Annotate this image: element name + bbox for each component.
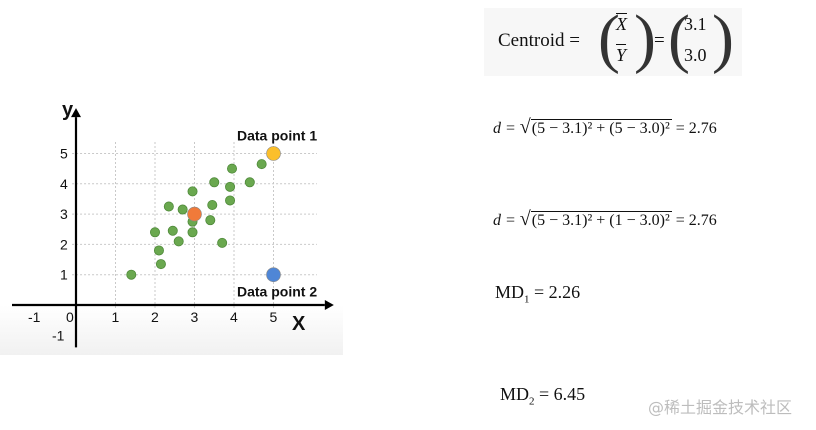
centroid-marker bbox=[187, 206, 202, 222]
y-axis-title: y bbox=[62, 99, 74, 121]
x-axis-title: X bbox=[292, 313, 306, 335]
x-tick-label: 0 bbox=[66, 309, 74, 325]
data-point-2-label: Data point 2 bbox=[237, 284, 317, 300]
d1-lhs: d = bbox=[493, 120, 516, 137]
plot-floor-shade bbox=[0, 305, 343, 355]
x-axis-arrow bbox=[324, 300, 334, 310]
y-tick-label: -1 bbox=[52, 327, 65, 343]
data-points bbox=[126, 159, 267, 280]
data-point bbox=[167, 225, 178, 236]
y-tick-label: 1 bbox=[60, 267, 68, 283]
data-point bbox=[244, 177, 255, 188]
x-tick-label: 3 bbox=[191, 309, 199, 325]
d1-radicand: (5 − 3.1)² + (5 − 3.0)² bbox=[530, 119, 672, 137]
highlighted-points: Data point 1 Data point 2 bbox=[187, 128, 317, 300]
data-point bbox=[177, 204, 188, 215]
axis-titles: Xy bbox=[62, 99, 306, 335]
md2-subscript: 2 bbox=[529, 395, 535, 408]
data-point bbox=[187, 227, 198, 238]
data-point bbox=[205, 215, 216, 226]
md2-formula: MD2 = 6.45 bbox=[500, 384, 585, 408]
data-point bbox=[163, 201, 174, 212]
data-point bbox=[126, 269, 137, 280]
md2-name: MD bbox=[500, 384, 530, 404]
md1-value: = 2.26 bbox=[534, 282, 581, 302]
y-tick-label: 2 bbox=[60, 236, 68, 252]
md2-value: = 6.45 bbox=[539, 384, 586, 404]
data-point bbox=[209, 177, 220, 188]
centroid-values: 3.1 3.0 bbox=[684, 14, 707, 66]
md1-subscript: 1 bbox=[524, 293, 530, 306]
data-point-1-marker bbox=[266, 146, 281, 161]
md1-name: MD bbox=[495, 282, 525, 302]
y-tick-label: 4 bbox=[60, 176, 68, 192]
md1-formula: MD1 = 2.26 bbox=[495, 282, 580, 306]
data-point bbox=[225, 181, 236, 192]
data-point bbox=[207, 200, 218, 211]
data-point bbox=[225, 195, 236, 206]
x-tick-label: 4 bbox=[230, 309, 238, 325]
left-paren-1: ( bbox=[598, 2, 620, 75]
y-tick-label: 5 bbox=[60, 146, 68, 162]
d1-result: = 2.76 bbox=[675, 120, 717, 137]
data-point bbox=[256, 159, 267, 170]
data-point bbox=[153, 245, 164, 256]
d2-result: = 2.76 bbox=[675, 212, 717, 229]
y-tick-label: 3 bbox=[60, 206, 68, 222]
x-tick-label: 2 bbox=[151, 309, 159, 325]
equals-sign: = bbox=[654, 30, 665, 51]
distance-formula-1: d = √(5 − 3.1)² + (5 − 3.0)² = 2.76 bbox=[493, 116, 717, 138]
data-point bbox=[187, 186, 198, 197]
centroid-lhs: Centroid = bbox=[498, 30, 580, 51]
centroid-y-value: 3.0 bbox=[684, 45, 707, 65]
left-paren-2: ( bbox=[668, 2, 690, 75]
data-point-1-label: Data point 1 bbox=[237, 128, 317, 144]
x-tick-label: 1 bbox=[112, 309, 120, 325]
data-point bbox=[149, 227, 160, 238]
centroid-y-bar: Y bbox=[616, 45, 627, 65]
axes bbox=[12, 108, 334, 348]
x-tick-label: 5 bbox=[270, 309, 278, 325]
centroid-x-value: 3.1 bbox=[684, 14, 707, 34]
centroid-formula: Centroid = ( X Y ) = ( 3.1 3.0 ) bbox=[484, 2, 742, 76]
centroid-x-bar: X bbox=[616, 14, 627, 34]
data-point bbox=[227, 163, 238, 174]
data-point bbox=[217, 237, 228, 248]
d2-lhs: d = bbox=[493, 212, 516, 229]
data-point bbox=[173, 236, 184, 247]
centroid-vector: X Y bbox=[616, 14, 627, 66]
d2-radicand: (5 − 3.1)² + (1 − 3.0)² bbox=[530, 211, 672, 229]
right-paren-2: ) bbox=[712, 2, 734, 75]
data-point bbox=[155, 259, 166, 270]
right-paren-1: ) bbox=[634, 2, 656, 75]
data-point-2-marker bbox=[266, 267, 281, 283]
watermark: @稀土掘金技术社区 bbox=[648, 398, 793, 417]
distance-formula-2: d = √(5 − 3.1)² + (1 − 3.0)² = 2.76 bbox=[493, 208, 717, 230]
x-tick-label: -1 bbox=[28, 309, 41, 325]
y-axis-arrow bbox=[71, 108, 81, 118]
